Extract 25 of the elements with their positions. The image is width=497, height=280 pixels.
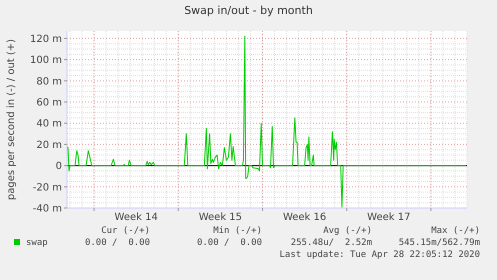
y-tick-label: 40 m [36,118,62,130]
text: 0.00 / 0.00 [84,238,150,248]
x-tick-label: Week 16 [282,212,326,223]
x-tick-label: Week 17 [367,212,410,223]
y-tick-label: -20 m [32,182,62,194]
y-tick-label: 80 m [36,76,62,88]
text: Last update: Tue Apr 28 22:05:12 2020 [280,250,480,260]
text: Min (-/+) [213,226,262,236]
y-tick-label: 120 m [30,34,62,45]
y-axis-title: pages per second in (-) / out (+) [6,38,17,200]
y-tick-label: 100 m [30,55,62,66]
y-tick-label: 60 m [36,98,62,109]
text: 0.00 / 0.00 [196,238,262,248]
text: Avg (-/+) [323,226,372,236]
text: 545.15m/562.79m [398,238,480,248]
y-tick-label: -40 m [32,204,62,214]
text: 255.48u/ 2.52m [290,238,372,248]
x-tick-label: Week 15 [198,212,242,223]
text: Max (-/+) [431,226,480,236]
text: Cur (-/+) [101,226,150,236]
x-tick-label: Week 14 [114,212,158,223]
y-tick-label: 20 m [36,140,62,151]
chart-title: Swap in/out - by month [184,4,313,17]
y-tick-label: 0 [56,161,62,172]
legend-label: swap [26,238,48,248]
